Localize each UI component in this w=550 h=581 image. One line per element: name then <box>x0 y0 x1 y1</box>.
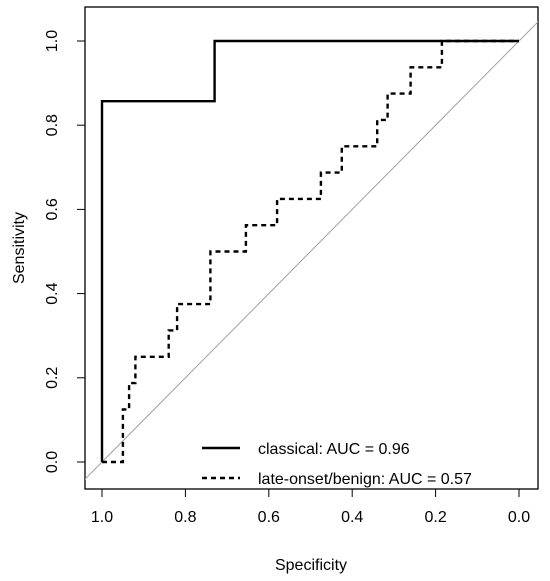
x-tick-label: 0.6 <box>258 509 280 526</box>
legend-label: classical: AUC = 0.96 <box>258 441 410 458</box>
reference-diagonal-line <box>85 21 538 480</box>
y-tick-label: 1.0 <box>44 30 61 52</box>
x-tick-label: 0.0 <box>508 509 530 526</box>
y-tick-label: 0.4 <box>44 282 61 304</box>
y-axis-title: Sensitivity <box>11 212 28 284</box>
legend-label: late-onset/benign: AUC = 0.57 <box>258 471 472 488</box>
x-tick-label: 1.0 <box>91 509 113 526</box>
plot-frame <box>84 6 539 490</box>
legend: classical: AUC = 0.96 late-onset/benign: … <box>202 441 472 488</box>
y-tick-label: 0.6 <box>44 198 61 220</box>
x-tick-label: 0.4 <box>341 509 363 526</box>
roc-curve-late-onset-benign <box>102 39 519 464</box>
x-tick-label: 0.2 <box>424 509 446 526</box>
y-tick-label: 0.8 <box>44 114 61 136</box>
x-tick-label: 0.8 <box>174 509 196 526</box>
roc-curve-classical <box>100 39 519 462</box>
y-tick-label: 0.0 <box>44 451 61 473</box>
x-axis-title: Specificity <box>275 557 347 574</box>
y-tick-label: 0.2 <box>44 367 61 389</box>
